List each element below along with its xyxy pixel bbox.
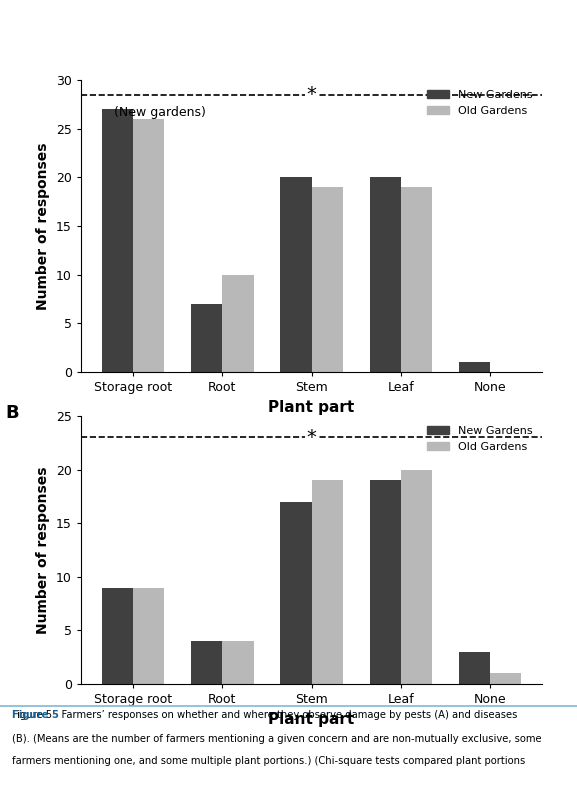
Bar xyxy=(222,274,253,372)
Text: (New gardens): (New gardens) xyxy=(114,106,206,119)
Bar xyxy=(370,480,401,684)
Bar xyxy=(370,178,401,372)
Text: *: * xyxy=(306,428,317,447)
Bar xyxy=(133,587,164,684)
X-axis label: Plant part: Plant part xyxy=(268,711,355,726)
Text: B: B xyxy=(6,404,20,422)
Legend: New Gardens, Old Gardens: New Gardens, Old Gardens xyxy=(422,422,537,456)
Legend: New Gardens, Old Gardens: New Gardens, Old Gardens xyxy=(422,86,537,120)
Bar xyxy=(312,187,343,372)
Bar xyxy=(490,674,522,684)
Bar xyxy=(102,587,133,684)
Text: *: * xyxy=(306,85,317,104)
Bar xyxy=(191,304,222,372)
Text: (B). (Means are the number of farmers mentioning a given concern and are non-mut: (B). (Means are the number of farmers me… xyxy=(12,734,541,744)
Bar xyxy=(312,480,343,684)
Bar xyxy=(459,362,490,372)
Bar xyxy=(133,119,164,372)
Bar xyxy=(191,641,222,684)
Bar xyxy=(280,502,312,684)
Bar xyxy=(459,652,490,684)
Text: farmers mentioning one, and some multiple plant portions.) (Chi-square tests com: farmers mentioning one, and some multipl… xyxy=(12,756,525,766)
Bar xyxy=(102,110,133,372)
Bar xyxy=(222,641,253,684)
Bar xyxy=(280,178,312,372)
Text: Figure 5: Figure 5 xyxy=(12,710,58,720)
Y-axis label: Number of responses: Number of responses xyxy=(36,142,50,310)
X-axis label: Plant part: Plant part xyxy=(268,399,355,414)
Bar xyxy=(401,187,432,372)
Y-axis label: Number of responses: Number of responses xyxy=(36,466,50,634)
Text: Figure 5   Farmers’ responses on whether and where they observe damage by pests : Figure 5 Farmers’ responses on whether a… xyxy=(12,710,517,720)
Bar xyxy=(401,470,432,684)
